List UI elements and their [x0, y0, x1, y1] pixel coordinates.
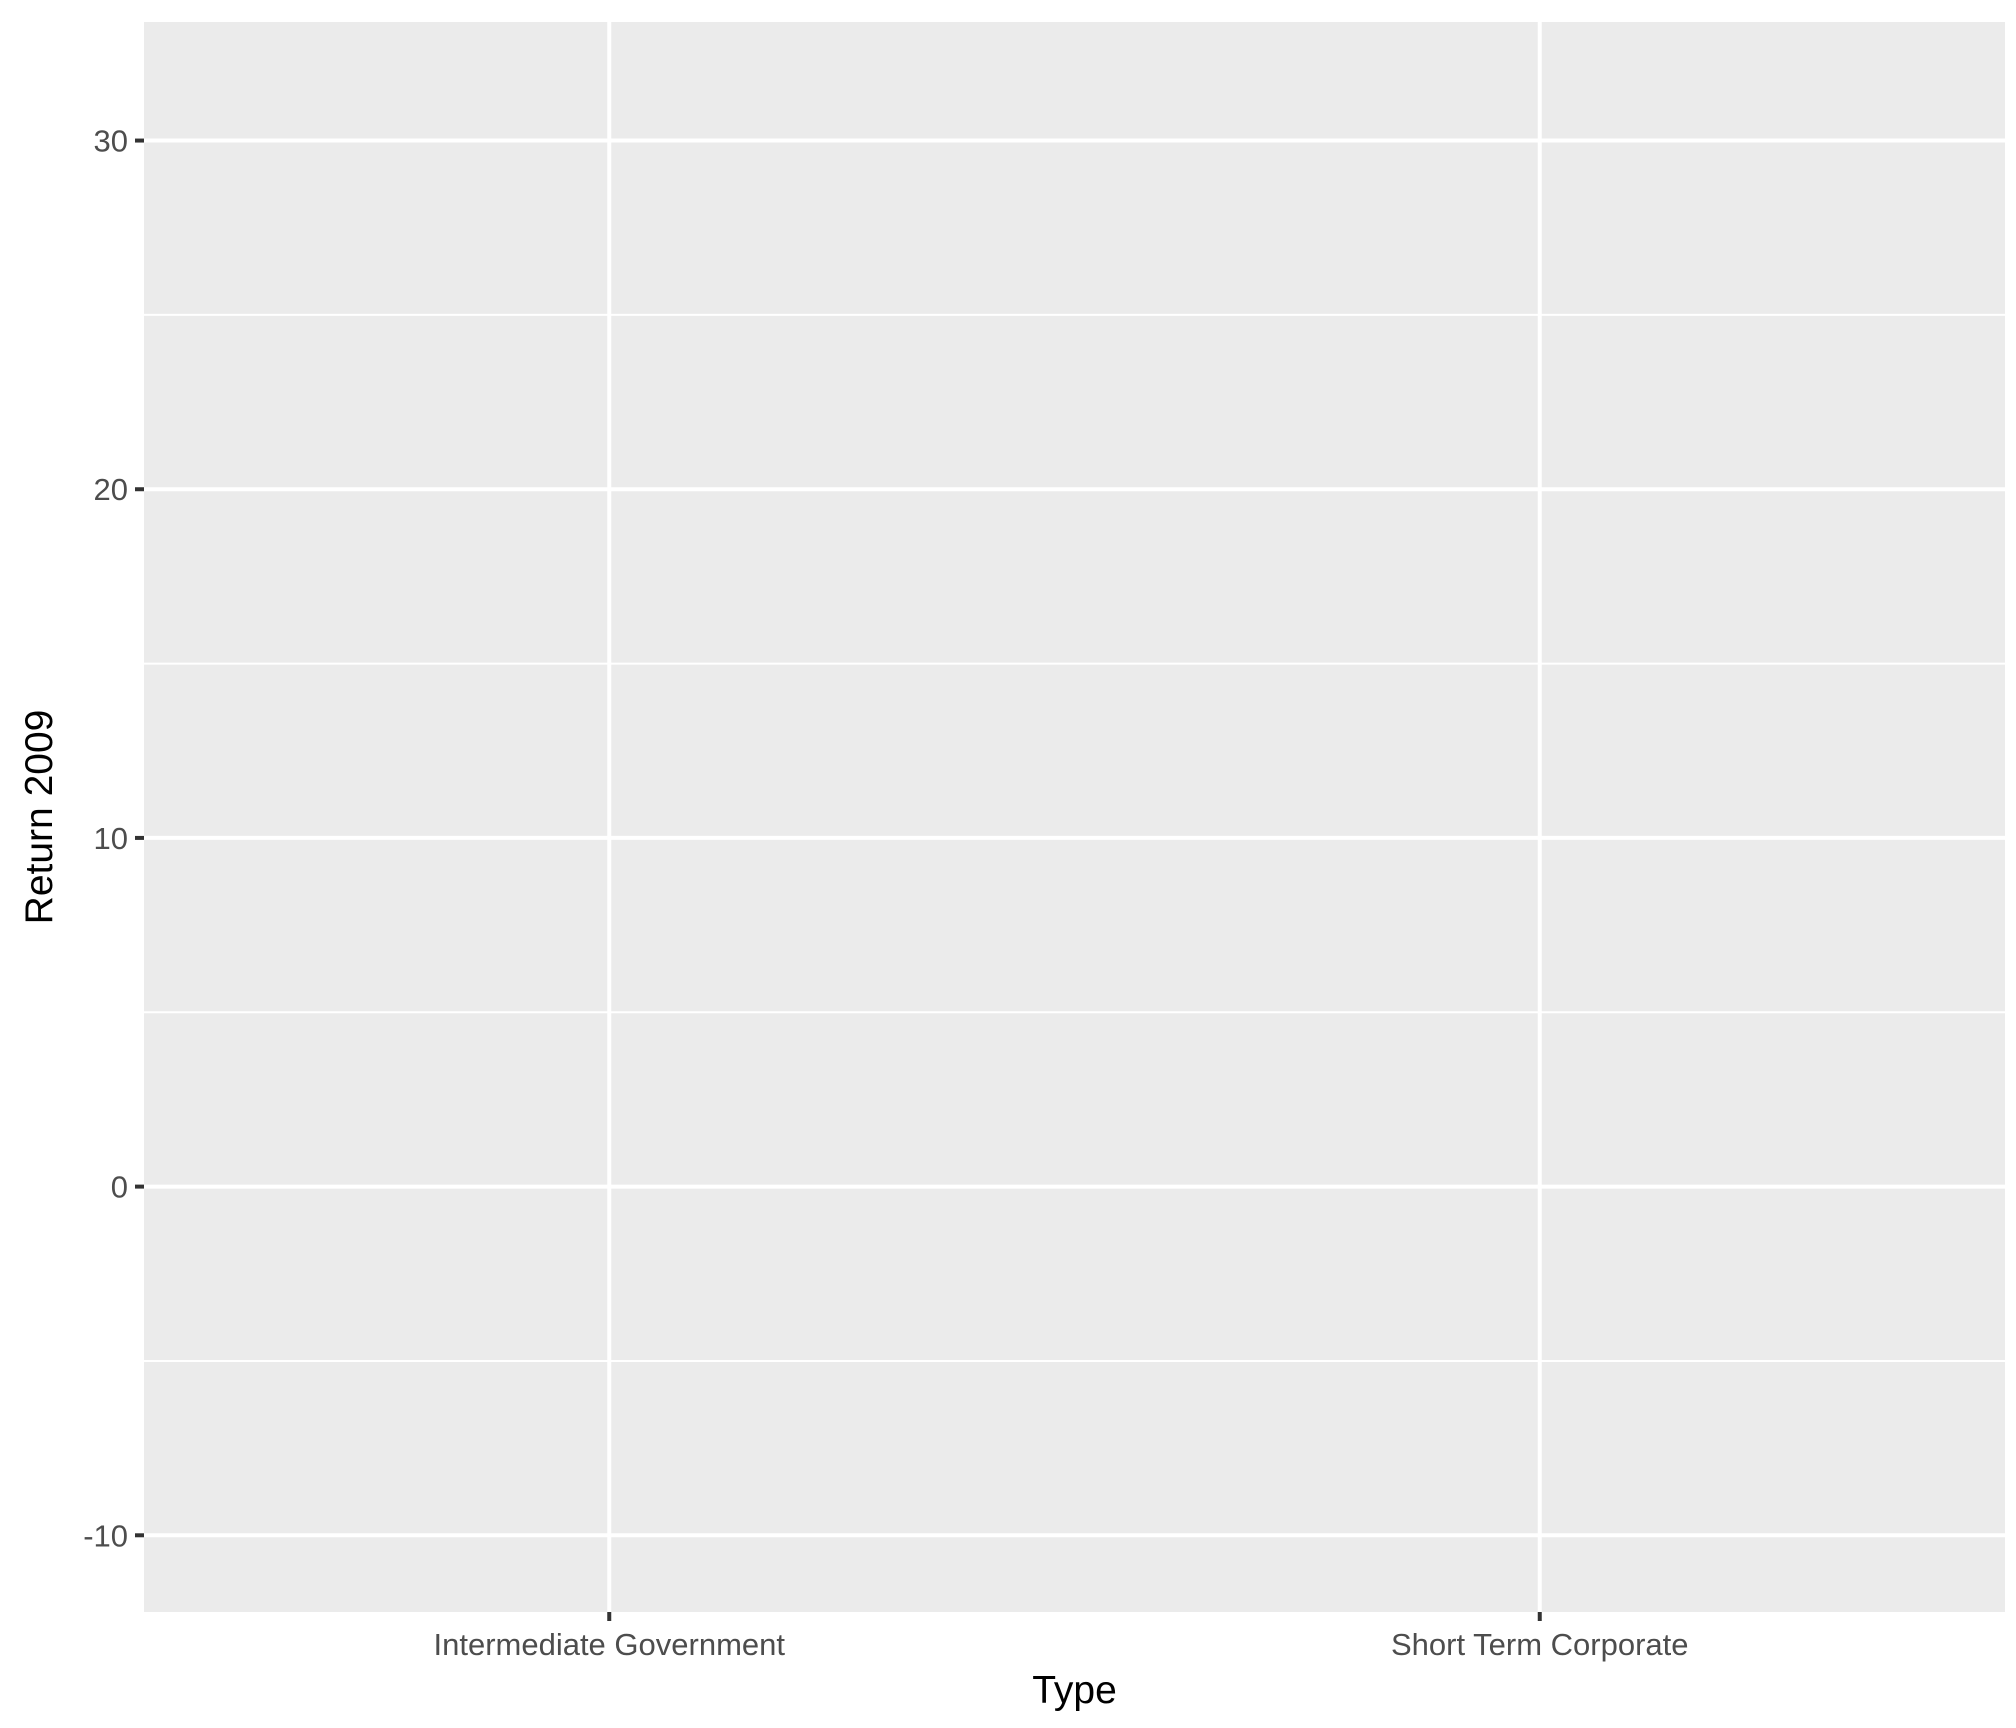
panel-background	[144, 22, 2005, 1612]
y-axis: -10 0 10 20 30	[83, 124, 144, 1553]
y-tick-label: -10	[83, 1518, 128, 1553]
x-tick-label: Short Term Corporate	[1391, 1627, 1689, 1662]
y-tick-label: 30	[94, 124, 128, 159]
grid-major-lines	[144, 22, 2005, 1612]
y-tick-label: 10	[94, 821, 128, 856]
grid-minor-lines	[144, 313, 2005, 1362]
y-axis-title: Return 2009	[18, 710, 61, 925]
y-tick-label: 20	[94, 472, 128, 507]
x-axis: Intermediate Government Short Term Corpor…	[433, 1612, 1689, 1662]
x-axis-title: Type	[1032, 1669, 1117, 1712]
y-tick-label: 0	[111, 1170, 128, 1205]
x-tick-label: Intermediate Government	[433, 1627, 785, 1662]
